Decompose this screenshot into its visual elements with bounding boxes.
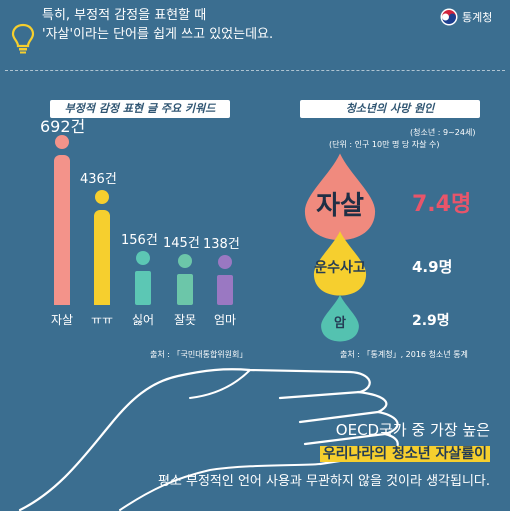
lightbulb-icon [11,23,35,54]
taegeuk-logo-icon [440,8,458,26]
bar-category-label-2: ㅠㅠ [90,313,114,327]
bottom-line-1: OECD국가 중 가장 높은 [335,421,490,439]
bottom-line-2: 우리나라의 청소년 자살률이 [319,443,490,463]
death-cause-label-2: 운수사고 [314,260,366,276]
bar-category-label-5: 엄마 [213,313,237,327]
bar-2 [94,210,110,305]
statistics-korea-logo: 통계청 [440,8,492,26]
death-cause-value-2: 4.9명 [412,257,453,276]
death-cause-label-1: 자살 [316,191,364,221]
bar-head-4 [178,253,192,268]
intro-line-1: 특히, 부정적 감정을 표현할 때 [42,8,207,23]
bar-1 [54,155,70,305]
bar-value-label-1: 692건 [40,117,86,136]
bar-value-label-5: 138건 [203,237,240,253]
death-cause-value-1: 7.4명 [412,192,472,217]
bar-3 [135,271,151,305]
bar-5 [217,275,233,305]
death-cause-label-3: 암 [334,315,346,331]
droplet-2 [313,231,367,296]
bar-value-label-2: 436건 [80,172,117,188]
bottom-line-3: 평소 부정적인 언어 사용과 무관하지 않을 것이라 생각됩니다. [157,474,490,489]
bar-value-label-3: 156건 [121,233,158,249]
bar-category-label-3: 싫어 [131,313,155,327]
top-divider [5,70,505,71]
right-source: 출처 : 「통계청」, 2016 청소년 통계 [340,350,468,359]
bar-head-5 [218,255,232,270]
unit-note: (단위 : 인구 10만 명 당 자살 수) [329,140,440,149]
right-panel-title: 청소년의 사망 원인 [300,100,480,118]
bar-head-3 [136,251,150,266]
bar-category-label-1: 자살 [50,313,74,327]
intro-line-2: '자살'이라는 단어를 쉽게 쓰고 있었는데요. [42,27,274,42]
bar-head-2 [95,190,109,205]
highlight-text: 우리나라의 청소년 자살률이 [319,446,490,462]
left-source: 출처 : 「국민대통합위원회」 [150,350,248,359]
left-panel-title: 부정적 감정 표현 글 주요 키워드 [50,100,230,118]
bar-4 [177,273,193,305]
bar-category-label-4: 잘못 [173,313,197,327]
logo-text: 통계청 [462,11,493,24]
age-note: (청소년 : 9~24세) [410,128,476,137]
droplet-1 [304,153,376,240]
intro-text: 특히, 부정적 감정을 표현할 때 '자살'이라는 단어를 쉽게 쓰고 있었는데… [42,6,382,44]
bar-head-1 [55,135,69,149]
open-hand-illustration [18,368,399,511]
bar-value-label-4: 145건 [163,235,200,251]
death-cause-value-3: 2.9명 [412,313,450,329]
droplet-3 [321,294,359,342]
